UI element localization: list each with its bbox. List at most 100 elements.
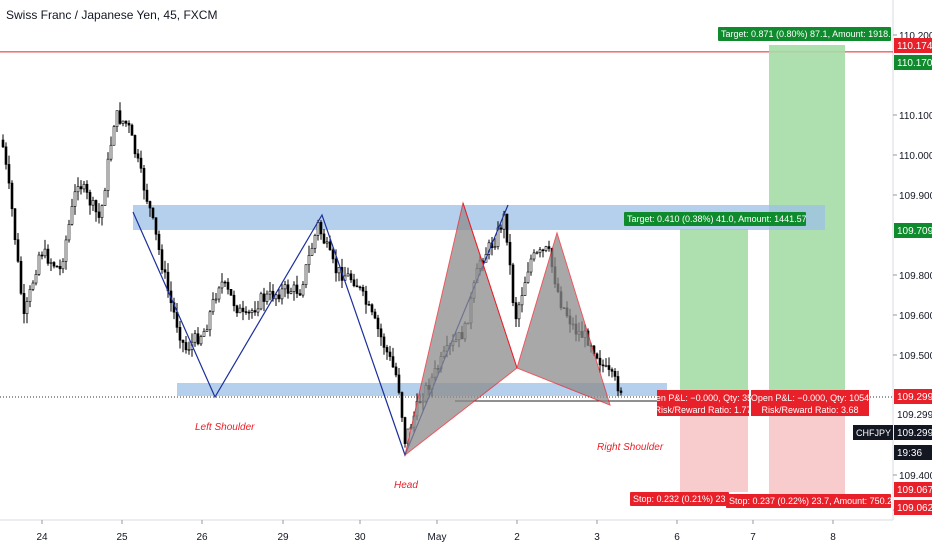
pattern-triangle-2[interactable] bbox=[516, 231, 611, 406]
pattern-triangle-1[interactable] bbox=[404, 201, 518, 457]
candle-body bbox=[385, 347, 389, 353]
price-tick-label: 110.000 bbox=[899, 151, 932, 162]
svg-text:109.299: 109.299 bbox=[897, 392, 932, 403]
position1-target-zone[interactable] bbox=[680, 229, 748, 396]
candles bbox=[1, 102, 623, 449]
candle-body bbox=[307, 255, 311, 266]
candle-body bbox=[46, 248, 50, 264]
left-shoulder-label: Left Shoulder bbox=[195, 422, 255, 433]
candle-body bbox=[22, 293, 26, 315]
candle-body bbox=[226, 281, 230, 290]
candle-body bbox=[76, 186, 80, 193]
candle-body bbox=[55, 265, 59, 268]
candle-body bbox=[517, 304, 521, 320]
candle-body bbox=[118, 110, 122, 124]
time-tick-label: 8 bbox=[830, 532, 836, 543]
candle-body bbox=[196, 333, 200, 345]
candle-body bbox=[109, 144, 113, 160]
candle-body bbox=[310, 247, 314, 256]
candle-body bbox=[523, 282, 527, 296]
candle-body bbox=[379, 328, 383, 338]
candle-body bbox=[376, 317, 380, 330]
candle-body bbox=[289, 291, 293, 294]
candle-body bbox=[394, 366, 398, 376]
position1-target-label[interactable]: Target: 0.410 (0.38%) 41.0, Amount: 1441… bbox=[624, 212, 807, 226]
svg-text:Target: 0.871 (0.80%) 87.1, Am: Target: 0.871 (0.80%) 87.1, Amount: 1918… bbox=[721, 29, 894, 39]
svg-text:Open P&L: −0.000, Qty: 3516: Open P&L: −0.000, Qty: 3516 bbox=[644, 393, 762, 403]
chart-title: Swiss Franc / Japanese Yen, 45, FXCM bbox=[6, 8, 218, 22]
candle-body bbox=[508, 241, 512, 266]
candle-body bbox=[322, 233, 326, 244]
candle-body bbox=[100, 205, 104, 218]
price-tick-label: 110.200 bbox=[899, 31, 932, 42]
candle-body bbox=[295, 284, 299, 294]
candle-body bbox=[274, 294, 278, 300]
time-tick-label: 3 bbox=[594, 532, 600, 543]
price-tag: 109.299 bbox=[894, 389, 932, 404]
candle-body bbox=[253, 310, 257, 313]
candle-body bbox=[328, 241, 332, 251]
candle-body bbox=[337, 267, 341, 274]
price-tick-label: 110.100 bbox=[899, 111, 932, 122]
time-tick-label: 26 bbox=[196, 532, 208, 543]
candle-body bbox=[49, 262, 53, 264]
candle-body bbox=[85, 183, 89, 193]
svg-text:Target: 0.410 (0.38%) 41.0, Am: Target: 0.410 (0.38%) 41.0, Amount: 1441… bbox=[627, 214, 807, 224]
symbol-tag: CHFJPY bbox=[853, 425, 893, 440]
price-tick-label: 109.400 bbox=[899, 471, 932, 482]
candle-body bbox=[223, 281, 227, 284]
svg-text:109.299: 109.299 bbox=[897, 428, 932, 439]
time-tick-label: 2 bbox=[514, 532, 520, 543]
candle-body bbox=[382, 336, 386, 348]
candle-body bbox=[133, 135, 137, 155]
candle-body bbox=[526, 271, 530, 283]
svg-text:110.170: 110.170 bbox=[897, 58, 932, 69]
position1-stop-label[interactable]: Stop: 0.232 (0.21%) 23.2, Amount: 815.70 bbox=[630, 492, 801, 506]
svg-text:109.067: 109.067 bbox=[897, 485, 932, 496]
candle-body bbox=[31, 282, 35, 290]
candle-body bbox=[139, 157, 143, 169]
candle-body bbox=[214, 298, 218, 301]
candle-body bbox=[373, 311, 377, 319]
candle-body bbox=[493, 246, 497, 248]
position2-target-label[interactable]: Target: 0.871 (0.80%) 87.1, Amount: 1918… bbox=[718, 27, 894, 41]
candle-body bbox=[298, 293, 302, 296]
candle-body bbox=[268, 290, 272, 295]
candle-body bbox=[361, 287, 365, 292]
candle-body bbox=[7, 164, 11, 184]
candle-body bbox=[610, 369, 614, 372]
candle-body bbox=[235, 305, 239, 314]
candle-body bbox=[175, 311, 179, 328]
candle-body bbox=[40, 254, 44, 257]
candle-body bbox=[106, 158, 110, 191]
candle-body bbox=[511, 264, 515, 303]
price-tag: 110.174 bbox=[894, 38, 932, 53]
candle-body bbox=[97, 211, 101, 218]
candle-body bbox=[352, 279, 356, 287]
candle-body bbox=[241, 307, 245, 312]
position2-stop-label[interactable]: Stop: 0.237 (0.22%) 23.7, Amount: 750.2 bbox=[726, 494, 892, 508]
candle-body bbox=[64, 239, 68, 262]
candle-body bbox=[181, 339, 185, 343]
candle-body bbox=[619, 390, 623, 393]
position1-pnl-box[interactable]: Open P&L: −0.000, Qty: 3516 Risk/Reward R… bbox=[644, 390, 762, 416]
candle-body bbox=[10, 182, 14, 210]
candle-body bbox=[1, 139, 5, 148]
candle-body bbox=[388, 351, 392, 357]
candle-body bbox=[595, 353, 599, 359]
position2-pnl-box[interactable]: Open P&L: −0.000, Qty: 1054 Risk/Reward R… bbox=[751, 390, 869, 416]
svg-text:19:36: 19:36 bbox=[897, 448, 922, 459]
candle-body bbox=[532, 252, 536, 260]
svg-text:Risk/Reward Ratio: 3.68: Risk/Reward Ratio: 3.68 bbox=[761, 405, 858, 415]
candle-body bbox=[280, 288, 284, 300]
candle-body bbox=[607, 365, 611, 370]
candle-body bbox=[52, 262, 56, 267]
right-shoulder-label: Right Shoulder bbox=[597, 442, 664, 453]
price-tag: 109.299 bbox=[894, 407, 932, 422]
candle-body bbox=[220, 281, 224, 289]
candle-body bbox=[520, 295, 524, 306]
candle-body bbox=[364, 290, 368, 305]
candle-body bbox=[259, 293, 263, 310]
candle-body bbox=[304, 264, 308, 285]
